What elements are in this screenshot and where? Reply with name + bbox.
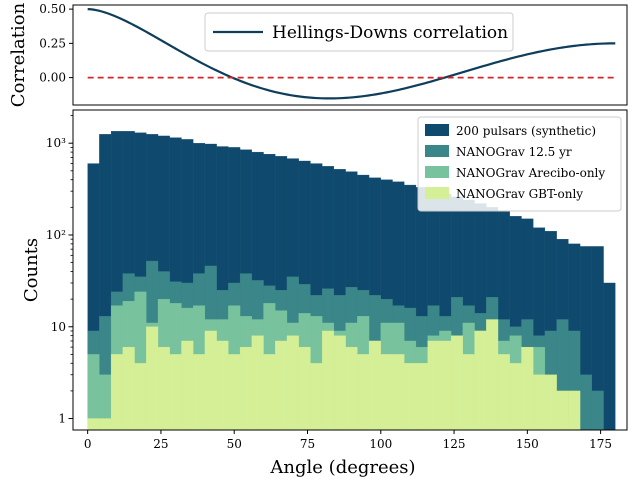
histogram-bar xyxy=(345,346,358,431)
histogram-bar xyxy=(310,363,323,431)
histogram-bar xyxy=(579,374,592,431)
histogram-bar xyxy=(286,335,299,431)
legend-box xyxy=(204,12,514,52)
y-tick-label: 1 xyxy=(58,412,66,426)
histogram-bar xyxy=(568,390,581,431)
x-tick-label: 100 xyxy=(369,437,392,451)
histogram-bars xyxy=(87,131,616,431)
histogram-bar xyxy=(486,319,499,431)
histogram-bar xyxy=(87,418,100,431)
histogram-bar xyxy=(357,354,370,431)
histogram-bar xyxy=(321,330,335,431)
legend-label-synthetic: 200 pulsars (synthetic) xyxy=(456,124,596,138)
histogram-bar xyxy=(134,363,147,431)
histogram-bar xyxy=(603,282,616,431)
correlation-y-axis-label: Correlation xyxy=(8,2,29,107)
legend-swatch-gbt xyxy=(425,187,449,199)
histogram-bar xyxy=(427,340,440,431)
histogram-bar xyxy=(404,363,417,431)
histogram-bar xyxy=(439,340,452,431)
correlation-panel-frame xyxy=(72,4,628,106)
histogram-bar xyxy=(181,340,194,431)
histogram-x-ticks: 0 25 50 75 100 125 150 175 xyxy=(84,430,612,451)
correlation-y-ticks: 0.50 0.25 0.00 xyxy=(39,2,73,85)
x-tick-label: 25 xyxy=(153,437,168,451)
histogram-x-axis-label: Angle (degrees) xyxy=(269,457,415,478)
histogram-bar xyxy=(146,326,159,431)
y-tick-label: 10 xyxy=(51,320,66,334)
histogram-y-axis-label: Counts xyxy=(21,238,42,302)
x-tick-label: 0 xyxy=(84,437,92,451)
histogram-bar xyxy=(122,346,135,431)
histogram-bar xyxy=(298,346,311,431)
x-tick-label: 75 xyxy=(300,437,315,451)
legend-swatch-arecibo xyxy=(425,166,449,178)
histogram-bar xyxy=(450,335,464,431)
histogram-bar xyxy=(380,354,393,431)
histogram-panel: 1 10 10² 10³ 0 25 50 75 100 125 150 175 Counts Ang… xyxy=(21,109,628,478)
histogram-bar xyxy=(368,340,381,431)
hellings-downs-curve xyxy=(87,8,616,100)
histogram-bar xyxy=(239,346,252,431)
histogram-bar xyxy=(193,354,206,431)
x-tick-label: 175 xyxy=(589,437,612,451)
legend-swatch-synthetic xyxy=(425,124,449,136)
histogram-bar xyxy=(157,346,170,431)
x-tick-label: 50 xyxy=(227,437,242,451)
histogram-bar xyxy=(521,346,534,431)
legend-label-nanograv-12-5: NANOGrav 12.5 yr xyxy=(456,145,572,159)
legend-label-gbt: NANOGrav GBT-only xyxy=(456,187,583,201)
y-tick-label: 0.50 xyxy=(39,2,66,16)
legend-label-hellings-downs: Hellings-Downs correlation xyxy=(272,23,508,43)
y-tick-label: 0.25 xyxy=(39,36,66,50)
x-tick-label: 125 xyxy=(443,437,466,451)
histogram-bar xyxy=(462,354,475,431)
histogram-bar xyxy=(544,374,557,431)
y-tick-label: 10² xyxy=(46,228,66,242)
histogram-panel-frame xyxy=(72,109,628,431)
histogram-bar xyxy=(228,354,241,431)
legend-box xyxy=(417,116,622,212)
correlation-panel: 0.50 0.25 0.00 Correlation Hellings-Downs … xyxy=(8,2,628,107)
histogram-bar xyxy=(251,335,264,431)
histogram-bar xyxy=(110,354,123,431)
histogram-bar xyxy=(533,374,546,431)
y-tick-label: 10³ xyxy=(46,136,66,150)
y-tick-label: 0.00 xyxy=(39,71,66,85)
series-gbt xyxy=(87,319,581,431)
histogram-bar xyxy=(474,330,487,431)
histogram-bar xyxy=(263,354,276,431)
histogram-bar xyxy=(415,363,428,431)
histogram-bar xyxy=(497,354,510,431)
legend-label-arecibo: NANOGrav Arecibo-only xyxy=(456,166,605,180)
histogram-bar xyxy=(509,363,522,431)
x-tick-label: 150 xyxy=(516,437,539,451)
histogram-bar xyxy=(216,340,229,431)
histogram-bar xyxy=(556,390,569,431)
histogram-bar xyxy=(204,330,217,431)
histogram-bar xyxy=(333,335,346,431)
correlation-curves xyxy=(87,8,616,100)
legend-swatch-nanograv-12-5 xyxy=(425,145,449,157)
histogram-bar xyxy=(392,354,405,431)
histogram-bar xyxy=(591,390,604,431)
histogram-legend: 200 pulsars (synthetic) NANOGrav 12.5 yr… xyxy=(417,116,622,212)
histogram-bar xyxy=(275,340,288,431)
histogram-y-ticks: 1 10 10² 10³ xyxy=(46,115,73,426)
correlation-legend: Hellings-Downs correlation xyxy=(204,12,514,52)
histogram-bar xyxy=(99,418,112,431)
histogram-bar xyxy=(169,354,182,431)
